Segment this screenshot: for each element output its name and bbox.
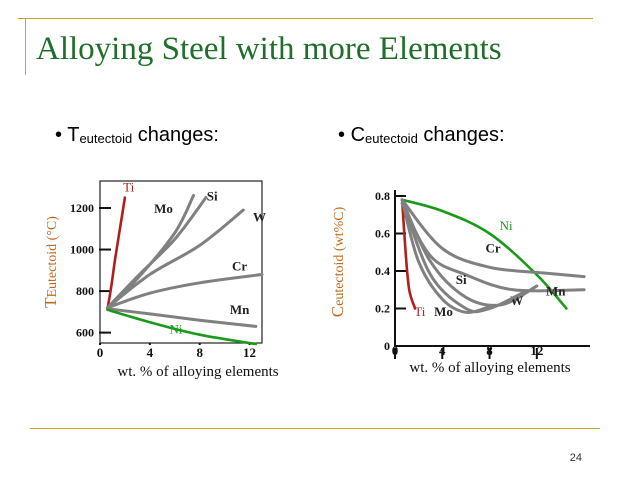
bullet-c-text: changes: bbox=[417, 124, 505, 146]
x-axis-label: wt. % of alloying elements bbox=[409, 360, 570, 376]
series-label-mn: Mn bbox=[230, 302, 250, 317]
series-label-cr: Cr bbox=[486, 240, 501, 255]
x-tick-label: 8 bbox=[196, 345, 203, 360]
bullet-t-eutectoid: • Teutectoid changes: bbox=[55, 124, 219, 147]
y-tick-label: 600 bbox=[76, 326, 94, 340]
bullet-dot: • bbox=[338, 124, 346, 146]
bullet-dot: • bbox=[55, 124, 63, 146]
series-line-w bbox=[106, 208, 245, 310]
series-line-mo bbox=[106, 194, 195, 310]
x-axis-label: wt. % of alloying elements bbox=[117, 364, 278, 380]
bullet-t-subscript: eutectoid bbox=[79, 131, 133, 146]
y-tick-label: 0.4 bbox=[375, 264, 390, 278]
x-tick-label: 12 bbox=[243, 345, 256, 360]
y-axis-label: Ceutectoid (wt%C) bbox=[328, 206, 347, 317]
bullet-c-eutectoid: • Ceutectoid changes: bbox=[338, 124, 505, 147]
series-line-ni bbox=[106, 308, 258, 346]
y-tick-label: 1000 bbox=[70, 243, 94, 257]
series-label-w: W bbox=[253, 210, 266, 225]
series-label-ni: Ni bbox=[500, 218, 513, 233]
series-line-cr bbox=[106, 273, 264, 310]
x-tick-label: 4 bbox=[147, 345, 154, 360]
x-tick-label: 0 bbox=[97, 345, 104, 360]
y-tick-label: 0 bbox=[384, 339, 390, 353]
slide-number: 24 bbox=[569, 452, 582, 464]
title-vertical-rule bbox=[25, 18, 26, 75]
bullet-t-prefix: T bbox=[67, 124, 80, 146]
y-tick-label: 0.2 bbox=[375, 302, 390, 316]
y-tick-label: 0.8 bbox=[375, 189, 390, 203]
y-tick-label: 1200 bbox=[70, 201, 94, 215]
bullet-t-text: changes: bbox=[132, 124, 219, 146]
series-line-ni bbox=[400, 198, 568, 310]
slide-title: Alloying Steel with more Elements bbox=[36, 31, 502, 67]
x-tick-label: 0 bbox=[392, 343, 399, 358]
series-label-ti: Ti bbox=[123, 179, 134, 194]
series-line-ti bbox=[400, 198, 417, 310]
series-label-ti: Ti bbox=[414, 304, 425, 319]
x-tick-label: 12 bbox=[530, 343, 543, 358]
y-axis-label: TEutectoid (°C) bbox=[41, 216, 60, 308]
eutectoid-carbon-chart: 0 0.2 0.4 0.6 0.8 0 4 8 12 wt. % of alloying elem… bbox=[328, 189, 590, 376]
series-label-mn: Mn bbox=[546, 283, 566, 298]
series-line-ti bbox=[106, 196, 127, 310]
series-line-mn bbox=[106, 307, 258, 328]
bullet-c-subscript: eutectoid bbox=[365, 131, 418, 146]
series-label-mo: Mo bbox=[434, 304, 453, 319]
series-line-cr bbox=[400, 198, 586, 279]
series-label-ni: Ni bbox=[170, 322, 183, 337]
x-tick-label: 8 bbox=[486, 343, 493, 358]
series-line-si bbox=[106, 196, 208, 310]
series-line-w bbox=[400, 198, 539, 307]
plot-frame bbox=[99, 180, 263, 344]
title-horizontal-rule bbox=[18, 18, 593, 19]
y-tick-label: 0.6 bbox=[375, 227, 390, 241]
series-line-mn bbox=[400, 198, 527, 314]
x-tick-label: 4 bbox=[439, 343, 446, 358]
bullet-c-prefix: C bbox=[350, 124, 366, 146]
y-tick-label: 800 bbox=[76, 284, 94, 298]
series-label-mo: Mo bbox=[154, 201, 173, 216]
footer-rule bbox=[30, 428, 600, 429]
series-label-cr: Cr bbox=[232, 258, 247, 273]
series-label-si: Si bbox=[456, 272, 467, 287]
series-label-si: Si bbox=[207, 189, 218, 204]
eutectoid-temperature-chart: 600 800 1000 1200 0 4 8 12 wt. % of alloying ele… bbox=[41, 179, 279, 380]
